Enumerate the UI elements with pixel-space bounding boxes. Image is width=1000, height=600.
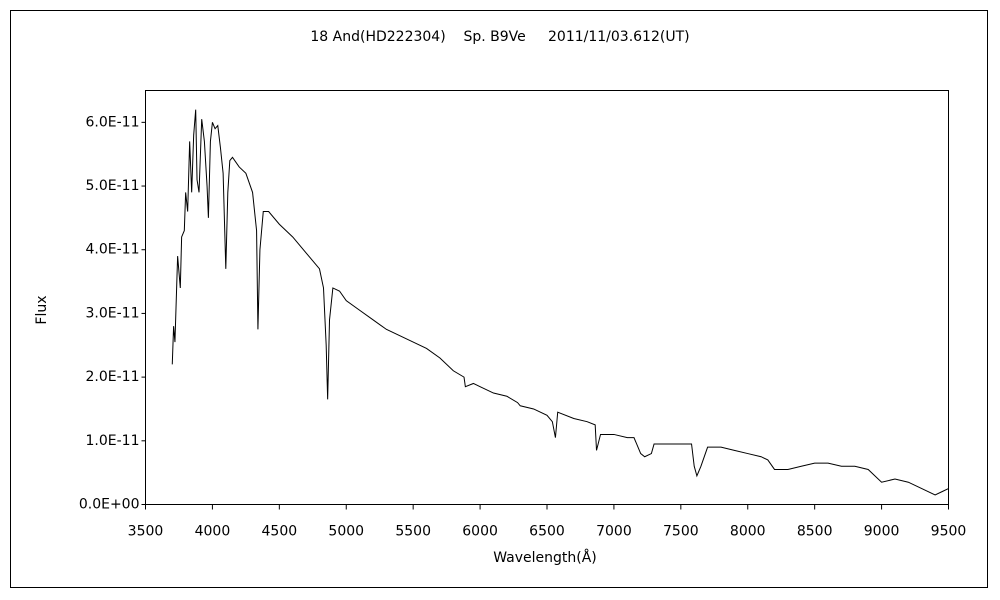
y-tick-label: 3.0E-11: [86, 305, 140, 321]
chart-title: 18 And(HD222304) Sp. B9Ve 2011/11/03.612…: [310, 29, 689, 45]
y-axis-label: Flux: [34, 295, 50, 324]
y-tick-label: 5.0E-11: [86, 178, 140, 194]
x-tick-label: 9000: [864, 524, 900, 540]
y-tick-label: 4.0E-11: [86, 242, 140, 258]
y-tick-label: 1.0E-11: [86, 433, 140, 449]
x-tick-label: 8000: [730, 524, 766, 540]
x-axis-label: Wavelength(Å): [493, 549, 597, 566]
y-tick-label: 0.0E+00: [79, 497, 140, 513]
y-tick-label: 6.0E-11: [86, 114, 140, 130]
x-tick-label: 9500: [931, 524, 967, 540]
x-tick-label: 4500: [262, 524, 298, 540]
y-tick-label: 2.0E-11: [86, 369, 140, 385]
x-tick-label: 7000: [596, 524, 632, 540]
x-tick-label: 6500: [529, 524, 565, 540]
x-tick-label: 4000: [195, 524, 231, 540]
plot-area: [145, 90, 949, 505]
x-tick-label: 7500: [663, 524, 699, 540]
x-tick-label: 5000: [328, 524, 364, 540]
x-tick-label: 6000: [462, 524, 498, 540]
x-tick-label: 5500: [395, 524, 431, 540]
x-tick-label: 3500: [128, 524, 164, 540]
x-tick-label: 8500: [797, 524, 833, 540]
spectrum-line: [171, 109, 949, 496]
